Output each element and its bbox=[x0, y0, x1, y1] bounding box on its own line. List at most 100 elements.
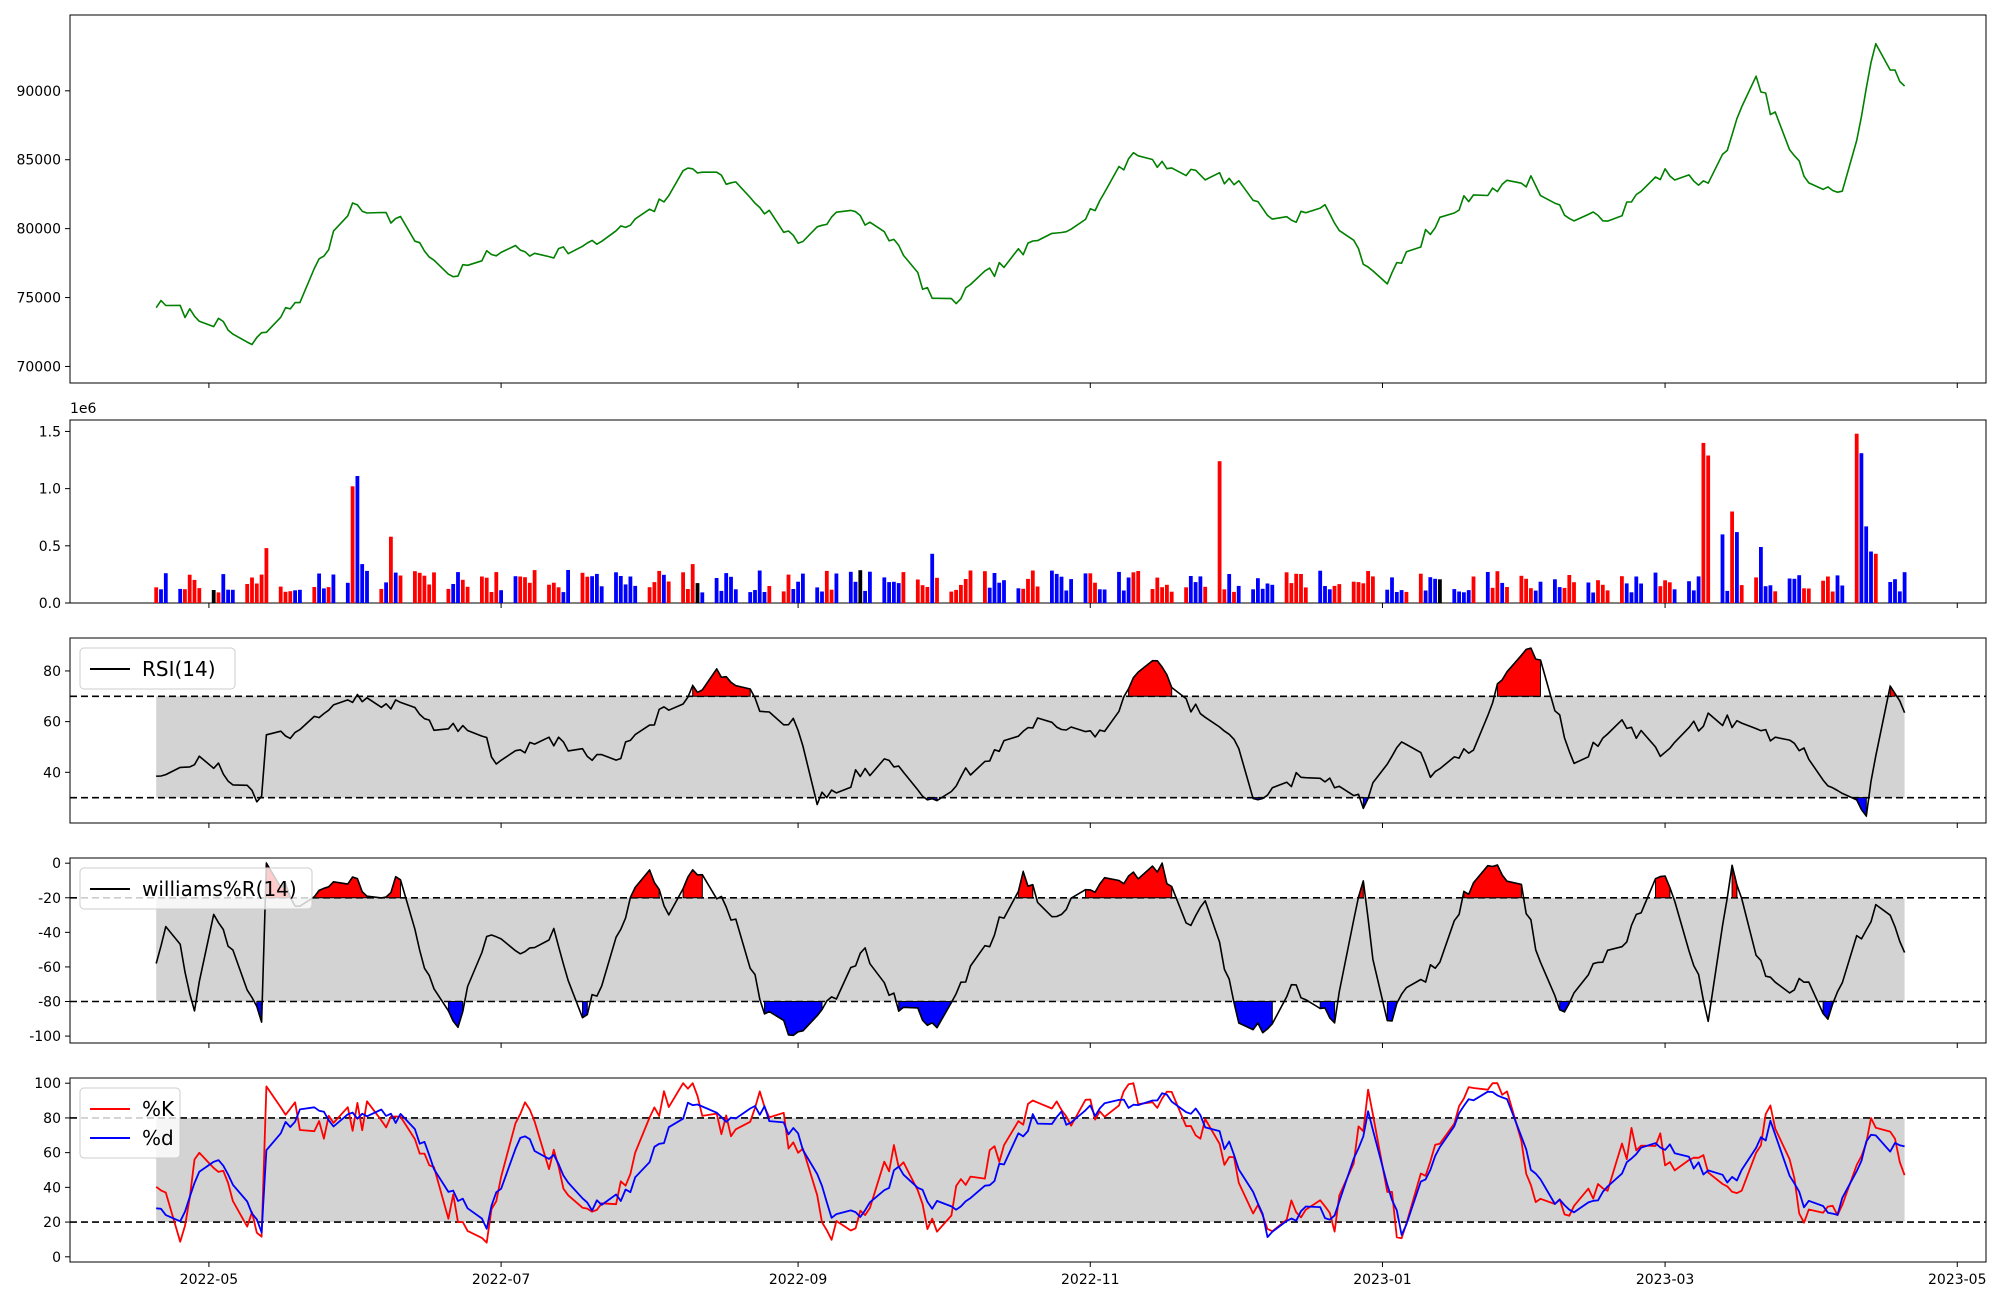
volume-bar bbox=[1428, 577, 1433, 603]
volume-bar bbox=[317, 573, 321, 603]
volume-bar bbox=[1897, 591, 1902, 603]
volume-bar bbox=[1620, 576, 1624, 603]
stochastic-line-k bbox=[155, 1082, 1906, 1244]
volume-bar bbox=[331, 574, 336, 603]
williams-ytick-label: -60 bbox=[38, 960, 61, 976]
volume-bar bbox=[930, 553, 935, 603]
volume-bar bbox=[1519, 575, 1524, 603]
volume-bar bbox=[580, 572, 585, 603]
volume-bar bbox=[1490, 587, 1495, 603]
volume-bar bbox=[293, 590, 297, 603]
volume-bar bbox=[882, 577, 887, 603]
volume-bar bbox=[983, 571, 987, 603]
volume-bar bbox=[1739, 585, 1744, 603]
volume-bar bbox=[762, 592, 767, 603]
volume-bar bbox=[585, 576, 590, 603]
volume-bar bbox=[686, 589, 690, 603]
price-axes-frame bbox=[69, 14, 1987, 384]
volume-bar bbox=[915, 579, 920, 603]
volume-bar bbox=[159, 589, 163, 603]
volume-bar bbox=[365, 570, 369, 603]
stochastic-ytick-label: 40 bbox=[43, 1180, 61, 1196]
volume-bar bbox=[259, 574, 264, 603]
volume-bar bbox=[1567, 575, 1572, 603]
volume-bar bbox=[1117, 571, 1121, 603]
volume-bar bbox=[1768, 585, 1773, 603]
volume-bar bbox=[451, 584, 456, 603]
volume-bar bbox=[1303, 587, 1308, 603]
volume-ytick-label: 1.0 bbox=[39, 482, 61, 498]
volume-bar bbox=[824, 570, 829, 603]
volume-bar bbox=[1701, 442, 1706, 603]
volume-bar bbox=[1160, 587, 1164, 603]
volume-bar bbox=[1050, 570, 1054, 603]
volume-bar bbox=[724, 573, 729, 603]
price-ytick-label: 70000 bbox=[16, 359, 61, 375]
volume-bar bbox=[221, 574, 226, 603]
volume-bar bbox=[1289, 583, 1294, 603]
volume-bar bbox=[192, 579, 197, 603]
volume-bar bbox=[1706, 455, 1711, 603]
volume-bar bbox=[1394, 592, 1399, 603]
volume-bar bbox=[1256, 578, 1260, 603]
williams-line bbox=[155, 862, 1906, 1037]
volume-bar bbox=[1265, 583, 1270, 603]
stochastic-ytick-label: 0 bbox=[52, 1250, 61, 1266]
volume-bar bbox=[1663, 580, 1667, 603]
volume-bar bbox=[1859, 453, 1864, 603]
price-ytick-label: 80000 bbox=[16, 222, 61, 238]
volume-bar bbox=[484, 577, 489, 603]
volume-bar bbox=[1088, 573, 1093, 603]
volume-bar bbox=[1016, 588, 1021, 603]
volume-bar bbox=[1121, 590, 1126, 603]
volume-bar bbox=[954, 589, 958, 603]
volume-bar bbox=[264, 548, 269, 603]
volume-bar bbox=[384, 582, 388, 603]
volume-bar bbox=[1356, 582, 1361, 603]
volume-bar bbox=[820, 591, 824, 603]
volume-bar bbox=[1557, 587, 1562, 603]
volume-bar bbox=[628, 576, 633, 603]
volume-bar bbox=[1533, 590, 1538, 603]
volume-bar bbox=[211, 590, 216, 603]
volume-bar bbox=[1318, 570, 1323, 603]
volume-bar bbox=[547, 584, 551, 603]
volume-bar bbox=[1433, 578, 1437, 603]
volume-bar bbox=[714, 578, 719, 603]
stochastic-ytick-label: 60 bbox=[43, 1146, 61, 1162]
volume-bar bbox=[1524, 578, 1528, 603]
volume-bar bbox=[1691, 590, 1696, 603]
volume-bar bbox=[729, 576, 733, 603]
rsi-legend bbox=[79, 647, 236, 690]
stochastic-legend bbox=[79, 1087, 181, 1159]
volume-bar bbox=[245, 584, 250, 603]
stochastic-neutral-band bbox=[156, 1117, 1905, 1223]
volume-bar bbox=[1605, 590, 1610, 603]
volume-bar bbox=[1634, 576, 1639, 603]
volume-bar bbox=[1102, 589, 1107, 603]
volume-bar bbox=[1227, 574, 1232, 603]
volume-bar bbox=[1203, 586, 1208, 603]
volume-bar bbox=[1821, 580, 1825, 603]
stochastic-legend-label: %K bbox=[142, 1097, 175, 1121]
volume-bar bbox=[1059, 576, 1064, 603]
volume-ytick-label: 0.0 bbox=[39, 596, 61, 612]
xtick-label: 2022-09 bbox=[769, 1272, 828, 1288]
volume-bar bbox=[1466, 590, 1471, 603]
volume-bar bbox=[992, 573, 997, 603]
price-ytick-label: 85000 bbox=[16, 153, 61, 169]
volume-bar bbox=[178, 588, 183, 603]
xtick-label: 2023-05 bbox=[1928, 1272, 1987, 1288]
volume-bar bbox=[523, 577, 527, 603]
volume-bar bbox=[868, 571, 872, 603]
price-line bbox=[155, 42, 1906, 346]
volume-bar bbox=[379, 588, 384, 603]
rsi-ytick-label: 60 bbox=[43, 715, 61, 731]
volume-bar bbox=[197, 588, 202, 603]
volume-bar bbox=[1562, 587, 1567, 603]
volume-bar bbox=[499, 590, 503, 603]
volume-bar bbox=[647, 587, 652, 603]
volume-bar bbox=[1366, 571, 1370, 603]
volume-bar bbox=[422, 575, 427, 603]
volume-bar bbox=[1893, 579, 1897, 603]
